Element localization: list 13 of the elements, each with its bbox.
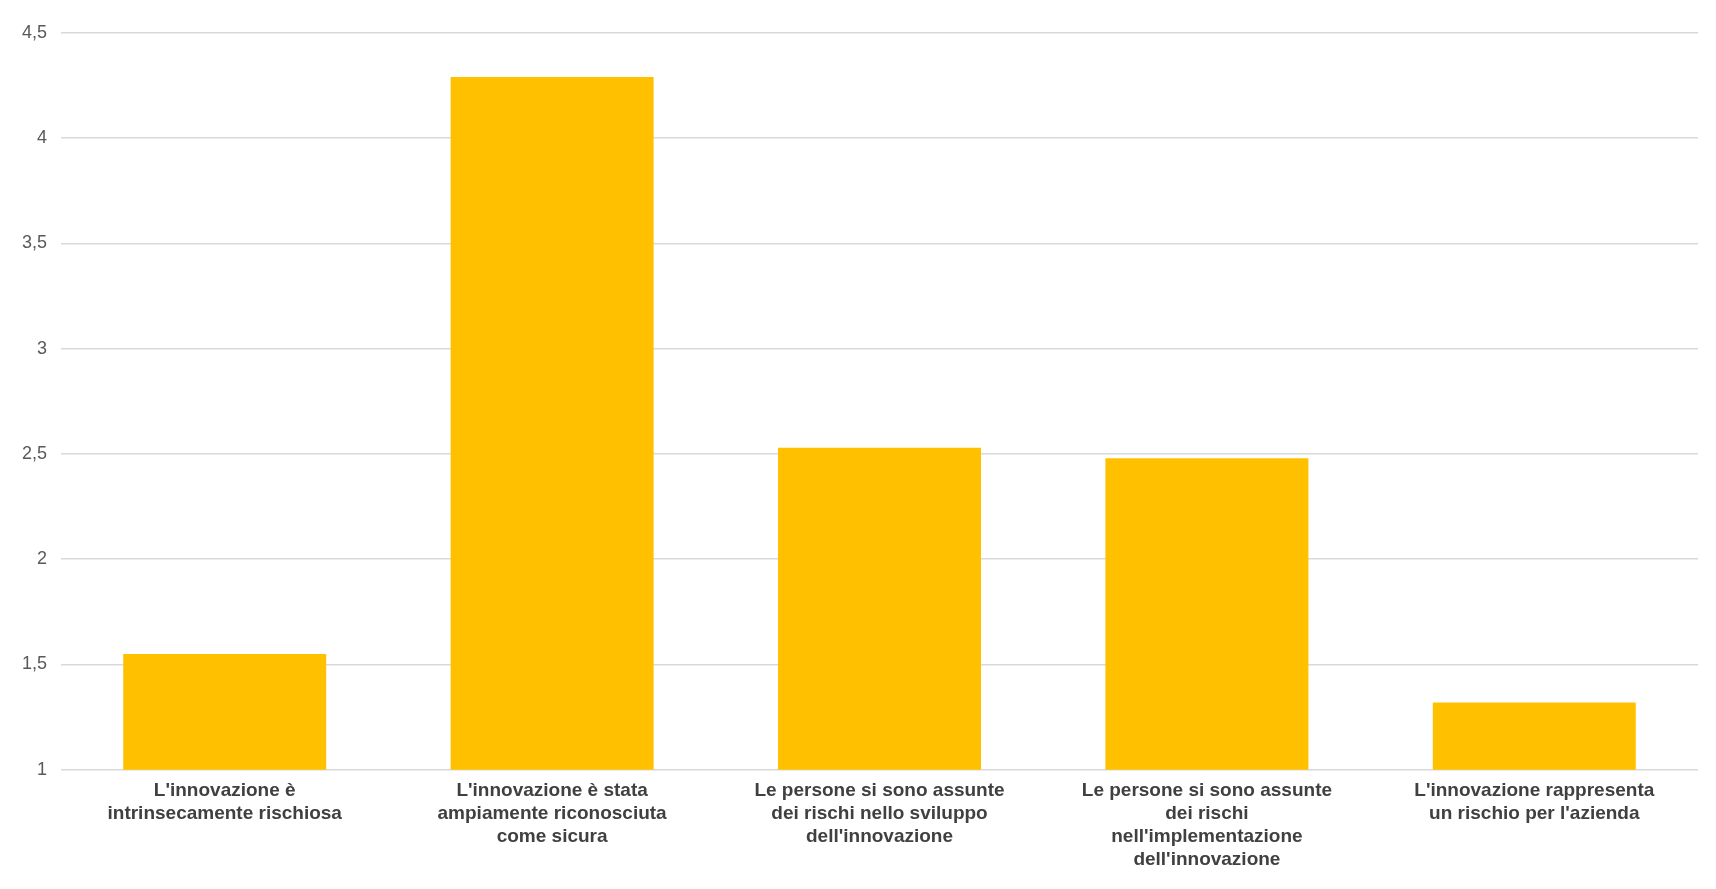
y-tick-label: 4: [37, 127, 48, 148]
y-tick-label: 3: [37, 337, 48, 358]
y-tick-label: 2,5: [21, 442, 48, 463]
x-tick-label: Le persone si sono assunte dei rischi nell'implementazione dell'innovazione: [1081, 779, 1333, 869]
y-tick-label: 1: [37, 758, 48, 779]
x-tick-label: L'innovazione è stata ampiamente riconosciuta come sicura: [437, 779, 668, 847]
x-tick-label: L'innovazione rappresenta un rischio per l'azienda: [1414, 779, 1655, 824]
x-tick-label: Le persone si sono assunte dei rischi nello sviluppo dell'innovazione: [754, 779, 1005, 847]
x-tick-label: L'innovazione è intrinsecamente rischiosa: [107, 779, 343, 824]
y-tick-label: 3,5: [21, 232, 48, 253]
y-tick-label: 2: [37, 548, 48, 569]
y-tick-label: 4,5: [21, 21, 48, 42]
y-tick-label: 1,5: [21, 653, 48, 674]
